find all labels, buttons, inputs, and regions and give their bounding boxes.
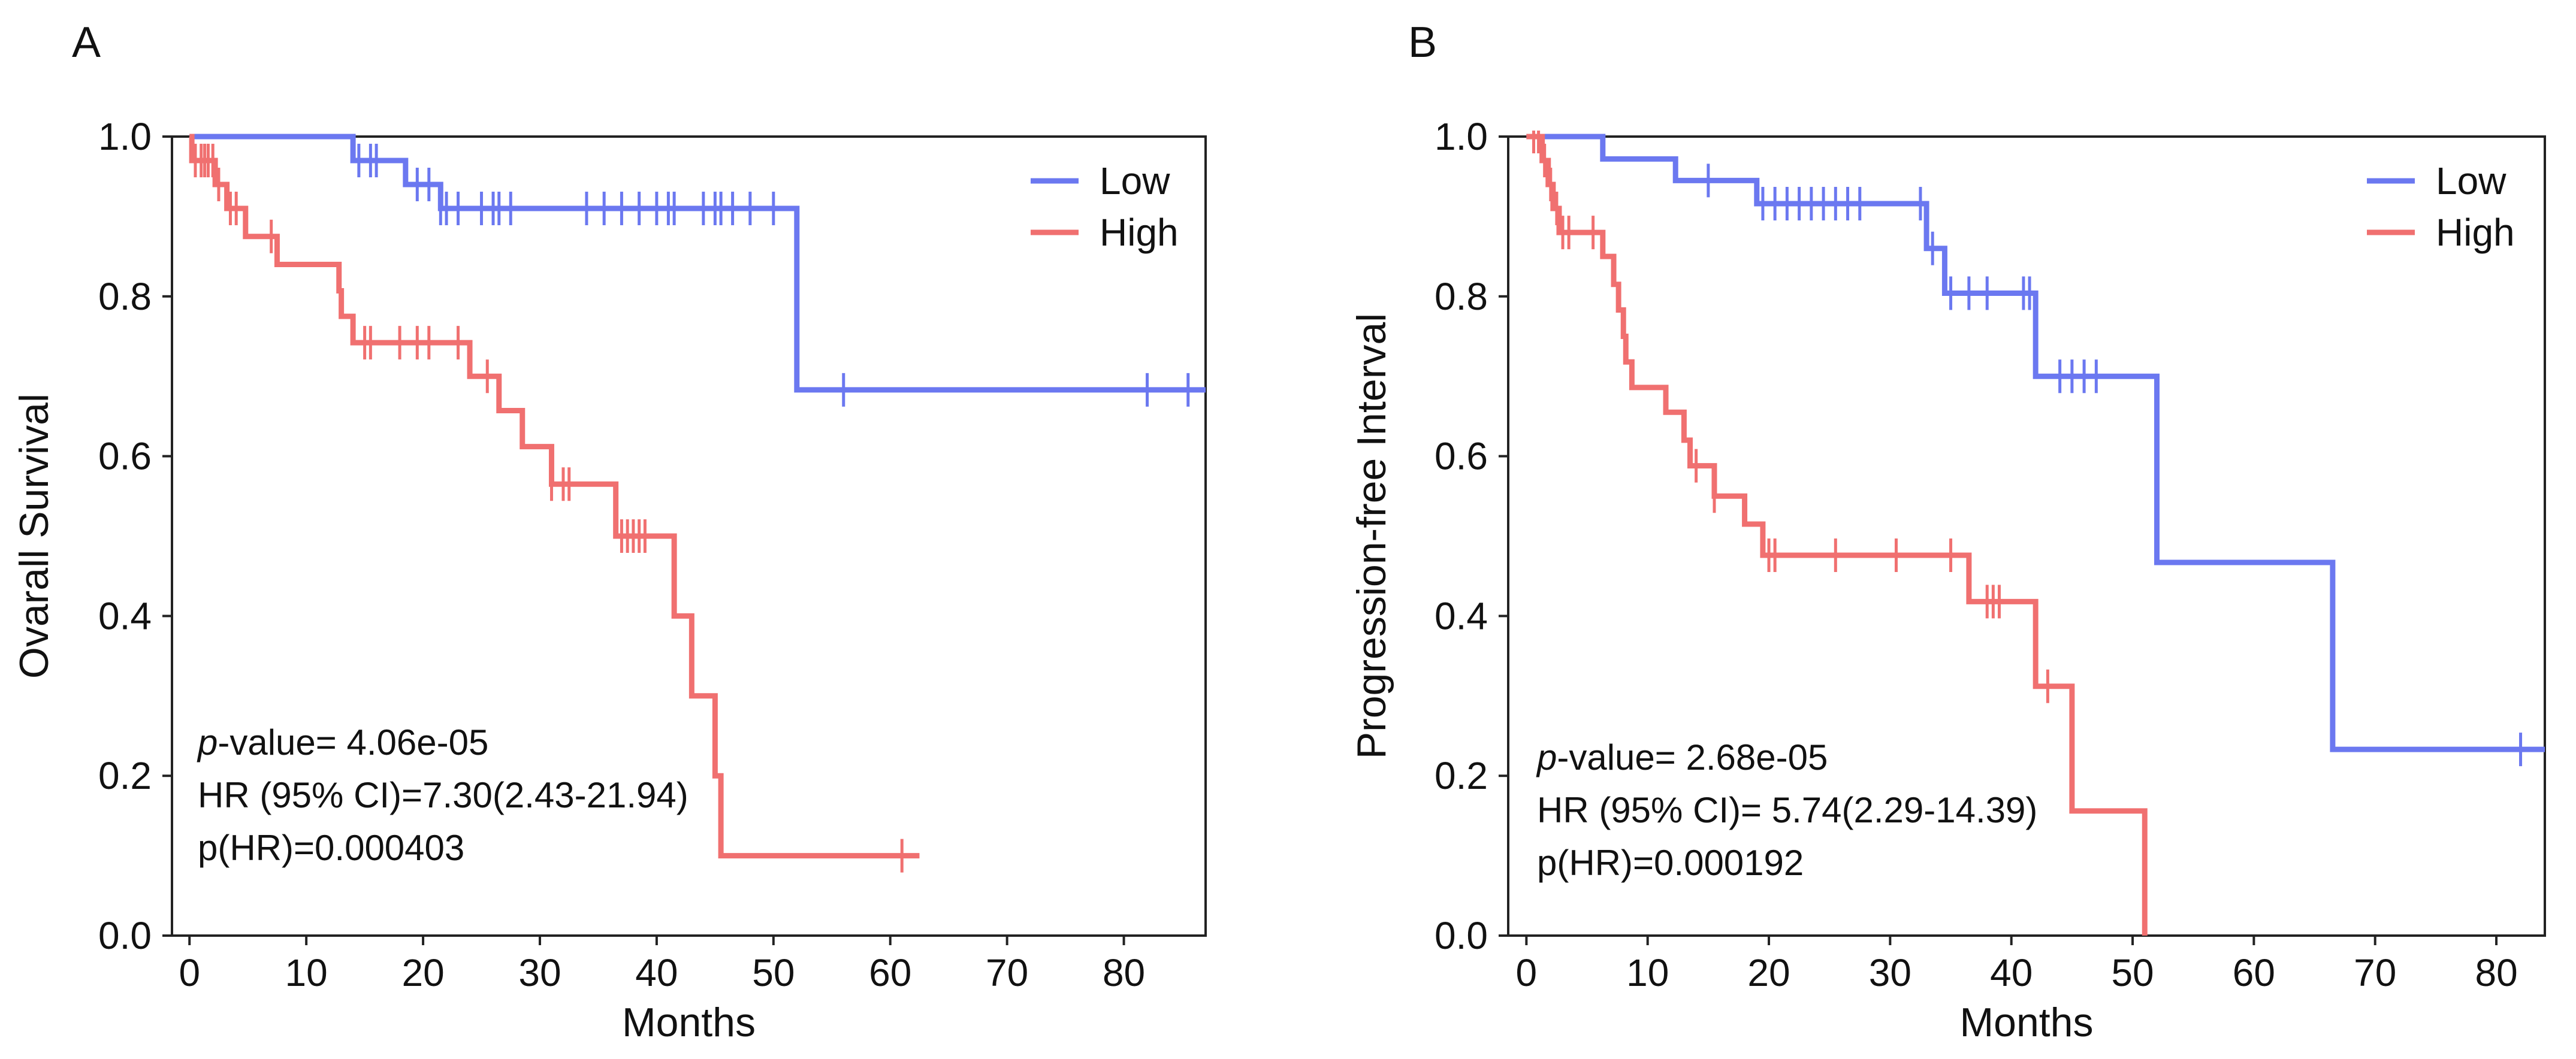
x-tick-label: 70 xyxy=(2354,951,2396,994)
plot-frame xyxy=(171,135,1207,937)
x-tick-label: 20 xyxy=(401,951,444,994)
y-tick-label: 0.2 xyxy=(1435,754,1488,797)
survival-line-low xyxy=(1526,134,2545,752)
y-tick-label: 0.4 xyxy=(98,594,152,637)
panel-label: A xyxy=(72,19,101,66)
legend-label: Low xyxy=(2436,159,2506,202)
legend-label: Low xyxy=(1100,159,1170,202)
y-axis-title: Ovarall Survival xyxy=(11,394,57,679)
x-tick-label: 40 xyxy=(1990,951,2033,994)
y-tick-label: 0.2 xyxy=(98,754,152,797)
x-tick-label: 80 xyxy=(1103,951,1145,994)
x-tick-label: 60 xyxy=(869,951,911,994)
hazard-ratio-annotation: HR (95% CI)= 5.74(2.29-14.39) xyxy=(1537,790,2037,830)
y-tick-label: 0.8 xyxy=(98,275,152,318)
x-tick-label: 80 xyxy=(2475,951,2517,994)
x-tick-label: 10 xyxy=(285,951,328,994)
x-tick-label: 40 xyxy=(635,951,678,994)
y-tick-label: 0.8 xyxy=(1435,275,1488,318)
y-tick-label: 0.6 xyxy=(98,435,152,478)
y-axis-title: Progression-free Interval xyxy=(1349,313,1394,760)
x-tick-label: 30 xyxy=(1869,951,1911,994)
x-tick-label: 0 xyxy=(1516,951,1538,994)
x-axis-title: Months xyxy=(622,1000,756,1045)
y-tick-label: 1.0 xyxy=(98,115,152,158)
legend-label: High xyxy=(1100,211,1179,254)
p-value-annotation: p-value= 4.06e-05 xyxy=(197,722,488,763)
x-tick-label: 60 xyxy=(2233,951,2275,994)
y-tick-label: 0.4 xyxy=(1435,594,1488,637)
hr-p-value-annotation: p(HR)=0.000403 xyxy=(198,828,464,868)
x-tick-label: 30 xyxy=(518,951,561,994)
plot-frame xyxy=(1507,135,2546,937)
legend-label: High xyxy=(2436,211,2515,254)
survival-chart-a: A 0 10 20 30 40 50 60 70 80 0.0 0.2 0.4 0.6 0.8 1.0 Mont… xyxy=(11,19,1207,1045)
y-tick-label: 0.6 xyxy=(1435,435,1488,478)
y-tick-label: 0.0 xyxy=(98,914,152,957)
survival-line-low xyxy=(189,134,1206,393)
panel-label: B xyxy=(1408,19,1437,66)
x-tick-label: 0 xyxy=(179,951,200,994)
plot-area xyxy=(189,134,1206,873)
y-tick-label: 1.0 xyxy=(1435,115,1488,158)
x-axis-title: Months xyxy=(1960,1000,2094,1045)
x-tick-label: 20 xyxy=(1747,951,1790,994)
y-tick-label: 0.0 xyxy=(1435,914,1488,957)
x-tick-label: 70 xyxy=(986,951,1028,994)
survival-line-high xyxy=(189,134,920,859)
x-tick-label: 50 xyxy=(752,951,795,994)
x-tick-label: 50 xyxy=(2111,951,2154,994)
hazard-ratio-annotation: HR (95% CI)=7.30(2.43-21.94) xyxy=(198,775,688,815)
hr-p-value-annotation: p(HR)=0.000192 xyxy=(1537,843,1804,883)
plot-area xyxy=(1526,131,2545,936)
x-tick-label: 10 xyxy=(1626,951,1669,994)
p-value-annotation: p-value= 2.68e-05 xyxy=(1536,737,1828,777)
progression-chart-b: B 0 10 20 30 40 50 60 70 80 0.0 0.2 0.4 0.6 0.8 1.0 Mont… xyxy=(1349,19,2546,1045)
